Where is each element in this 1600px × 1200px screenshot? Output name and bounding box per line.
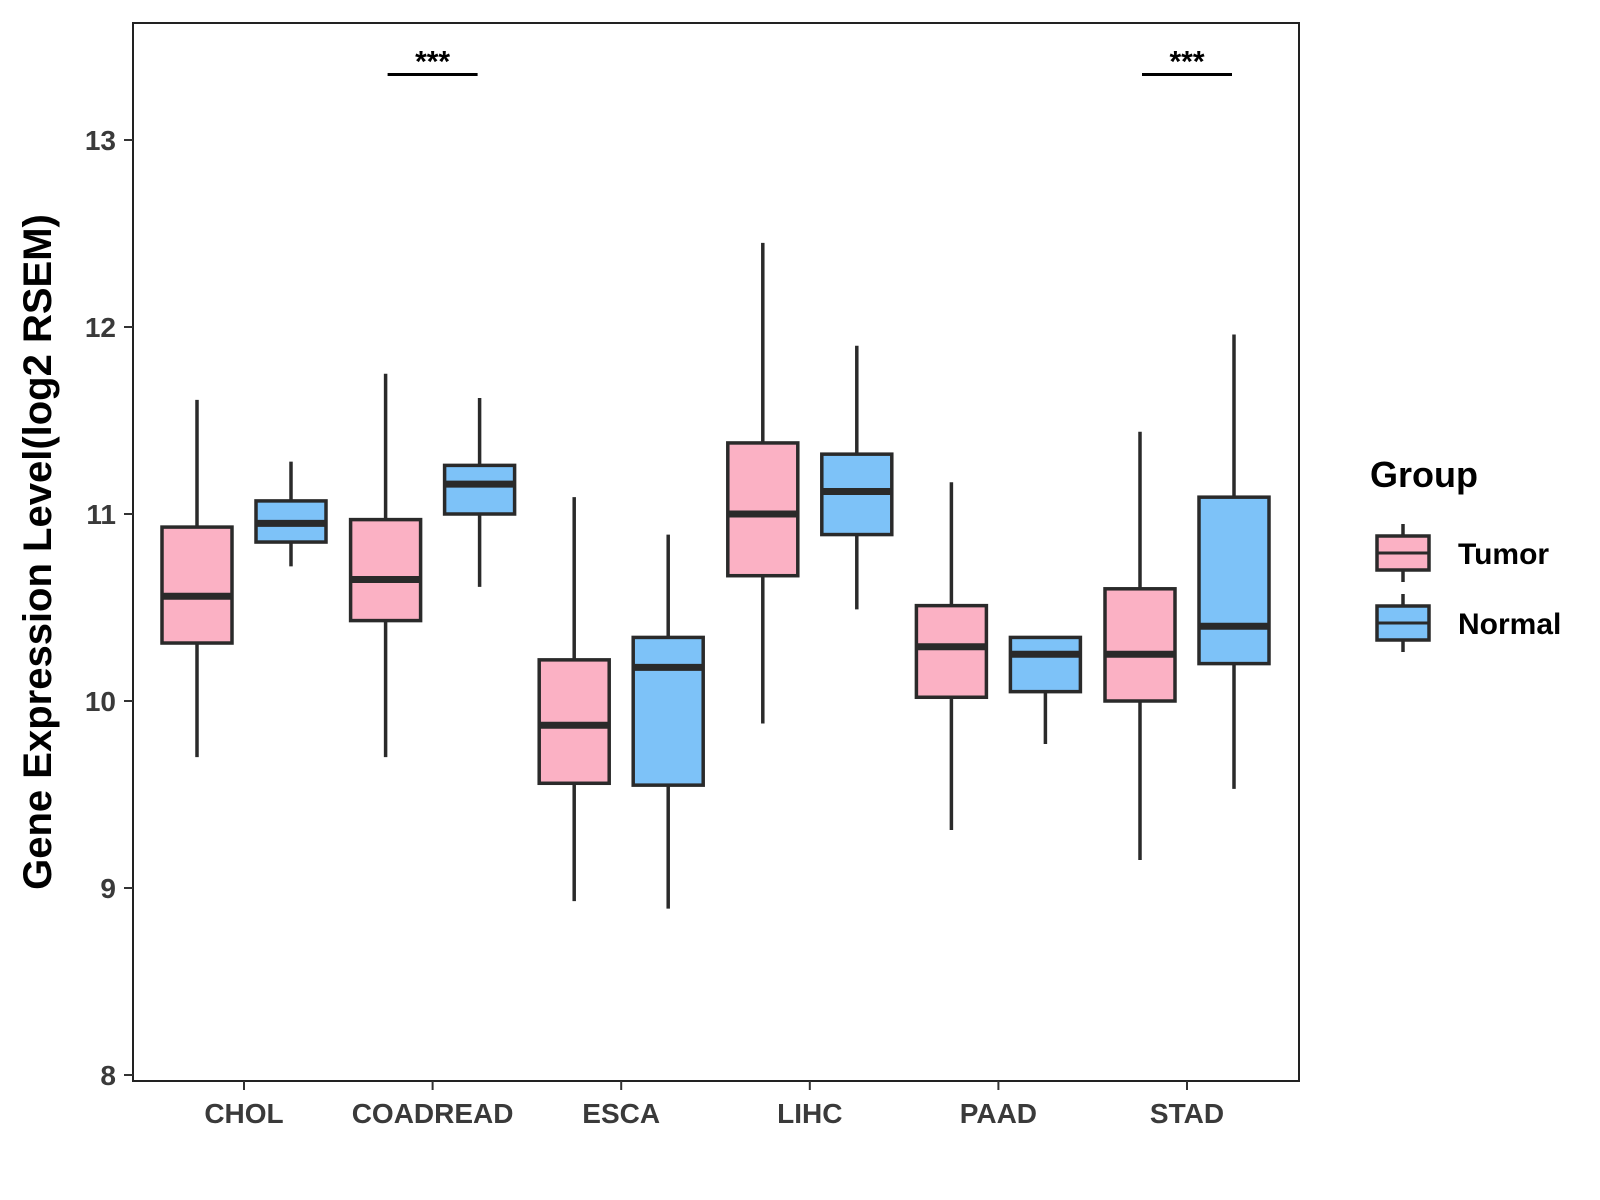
y-tick-label: 11 xyxy=(86,499,116,530)
plot-area xyxy=(160,242,1271,909)
box-tumor-stad xyxy=(1103,431,1177,860)
iqr-box xyxy=(631,635,705,787)
box-tumor-paad xyxy=(914,482,989,831)
iqr-box xyxy=(442,463,517,516)
significance-annotations: *** *** xyxy=(387,46,1232,79)
box-normal-paad xyxy=(1008,635,1083,745)
iqr-box xyxy=(160,525,234,645)
iqr-box xyxy=(1103,587,1177,703)
legend-title: Group xyxy=(1370,454,1478,495)
box-normal-lihc xyxy=(820,345,894,610)
iqr-box xyxy=(1008,635,1083,694)
x-tick-label: ESCA xyxy=(582,1098,660,1129)
box-tumor-coadread xyxy=(348,373,423,758)
box-tumor-lihc xyxy=(726,242,800,724)
y-axis: 8 9 10 11 12 13 xyxy=(85,125,133,1091)
box-tumor-esca xyxy=(537,497,611,902)
box-normal-coadread xyxy=(442,398,517,587)
box-normal-esca xyxy=(631,534,705,909)
plot-panel-border xyxy=(132,22,1300,1082)
x-tick-label: LIHC xyxy=(777,1098,842,1129)
box-normal-stad xyxy=(1197,334,1271,789)
y-tick-label: 13 xyxy=(85,125,116,156)
legend-item-tumor: Tumor xyxy=(1375,524,1549,582)
legend: Group Tumor Normal xyxy=(1370,454,1561,652)
y-tick-label: 8 xyxy=(100,1060,116,1091)
legend-label: Normal xyxy=(1458,608,1561,641)
significance-label: *** xyxy=(415,46,450,79)
significance-label: *** xyxy=(1169,46,1204,79)
iqr-box xyxy=(1197,495,1271,666)
box-tumor-chol xyxy=(160,399,234,758)
x-tick-label: COADREAD xyxy=(352,1098,514,1129)
x-tick-label: CHOL xyxy=(204,1098,283,1129)
legend-label: Tumor xyxy=(1458,538,1549,571)
iqr-box xyxy=(537,658,611,786)
iqr-box xyxy=(348,517,423,623)
x-axis: CHOL COADREAD ESCA LIHC PAAD STAD xyxy=(204,1081,1224,1129)
y-tick-label: 12 xyxy=(85,312,116,343)
x-tick-label: PAAD xyxy=(960,1098,1037,1129)
legend-item-normal: Normal xyxy=(1375,594,1561,652)
iqr-box xyxy=(726,441,800,578)
box-normal-chol xyxy=(254,461,328,567)
y-tick-label: 10 xyxy=(85,686,116,717)
iqr-box xyxy=(914,603,989,700)
y-axis-title: Gene Expression Level(log2 RSEM) xyxy=(16,214,60,890)
y-tick-label: 9 xyxy=(100,873,116,904)
x-tick-label: STAD xyxy=(1150,1098,1224,1129)
